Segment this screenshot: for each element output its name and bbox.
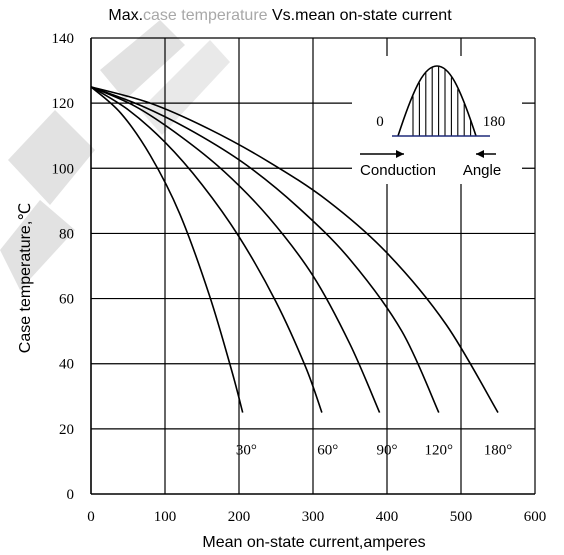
series-labels: 30° 60° 90° 120° 180° [236, 442, 512, 458]
series-line-3 [90, 86, 381, 413]
watermark-stroke-4 [140, 40, 230, 135]
y-tick-label: 80 [59, 226, 74, 242]
series [90, 86, 499, 413]
inset-half-sine [397, 65, 477, 137]
watermark-stroke-2 [0, 200, 75, 290]
chart-title: Max.case temperature Vs.mean on-state cu… [108, 7, 452, 24]
series-line-5 [90, 86, 499, 413]
x-tick-label: 0 [87, 509, 95, 525]
y-tick-label: 100 [52, 161, 75, 177]
chart-title-part-1: Max. [108, 7, 143, 24]
y-tick-label: 0 [67, 487, 75, 503]
series-line-2 [90, 86, 323, 413]
watermark-stroke-3 [100, 20, 185, 100]
series-label: 180° [484, 442, 513, 458]
series-label: 30° [236, 442, 257, 458]
inset-right-label: 180 [483, 114, 506, 130]
y-axis-label: Case temperature,℃ [17, 203, 34, 354]
y-tick-label: 20 [59, 422, 74, 438]
series-label: 90° [377, 442, 398, 458]
conduction-angle-inset: 0 180 Conduction Angle [352, 56, 522, 184]
tick-labels: 0 100 200 300 400 500 600 0 20 40 60 80 100 120 140 [52, 31, 547, 525]
x-tick-label: 600 [524, 509, 547, 525]
y-tick-label: 120 [52, 96, 75, 112]
series-label: 120° [425, 442, 454, 458]
x-tick-label: 300 [302, 509, 325, 525]
series-label: 60° [317, 442, 338, 458]
inset-arrowhead-left [396, 150, 404, 158]
y-tick-label: 140 [52, 31, 75, 47]
axes [90, 38, 535, 495]
chart-title-part-3: Vs.mean on-state current [268, 7, 453, 24]
y-tick-label: 40 [59, 357, 74, 373]
inset-caption-right: Angle [463, 162, 501, 179]
inset-hatch [412, 66, 472, 136]
x-tick-label: 200 [228, 509, 251, 525]
chart-title-part-2: case temperature [143, 7, 268, 24]
series-line-4 [90, 86, 440, 413]
inset-caption-left: Conduction [360, 162, 436, 179]
inset-left-label: 0 [376, 114, 384, 130]
x-axis-label: Mean on-state current,amperes [202, 534, 425, 551]
inset-arrowhead-right [476, 150, 484, 158]
x-tick-label: 500 [450, 509, 473, 525]
inset-background [352, 56, 522, 184]
x-tick-label: 100 [154, 509, 177, 525]
y-tick-label: 60 [59, 292, 74, 308]
watermark-stroke-1 [8, 110, 95, 205]
x-tick-label: 400 [376, 509, 399, 525]
watermark [0, 20, 230, 290]
series-line-1 [90, 86, 244, 413]
